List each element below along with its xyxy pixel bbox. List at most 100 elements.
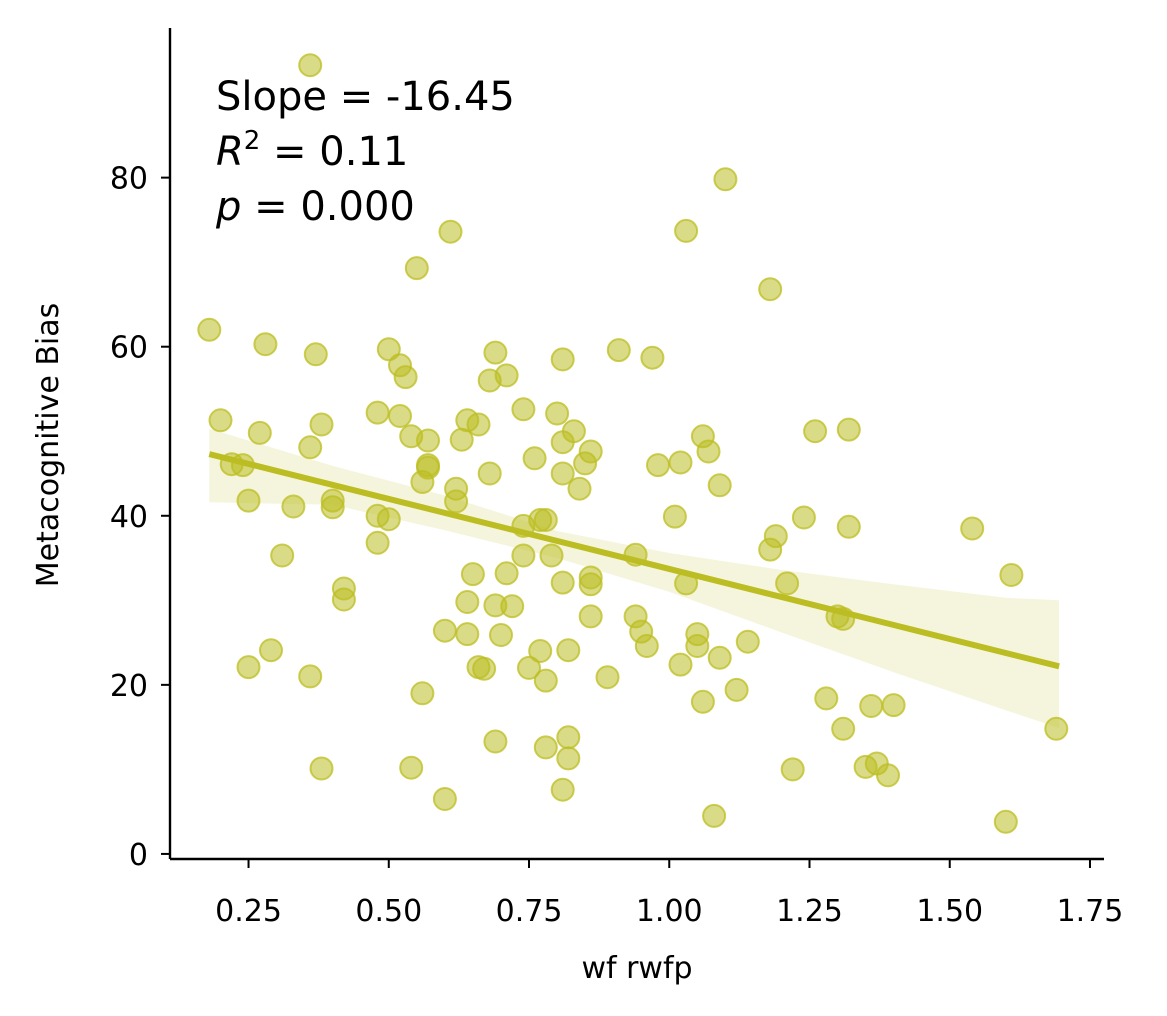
x-tick-label: 1.75	[1057, 894, 1124, 929]
data-point	[803, 419, 828, 444]
data-point	[696, 439, 721, 464]
data-point	[444, 489, 469, 514]
data-point	[494, 363, 519, 388]
data-point	[859, 694, 884, 718]
x-tick-label: 1.25	[776, 894, 843, 929]
data-point	[247, 420, 272, 445]
data-point	[500, 594, 525, 619]
data-point	[758, 277, 783, 302]
data-point	[634, 634, 659, 658]
data-point	[522, 446, 547, 471]
data-point	[528, 639, 553, 663]
x-tick-label: 0.50	[355, 894, 422, 929]
data-point	[259, 638, 283, 663]
data-point	[999, 563, 1024, 587]
data-point	[836, 417, 861, 442]
data-point	[780, 757, 805, 782]
data-point	[331, 587, 356, 612]
data-point	[567, 476, 592, 501]
data-point	[690, 689, 715, 714]
data-point	[685, 634, 710, 658]
data-point	[533, 735, 558, 760]
data-point	[399, 755, 424, 780]
regression-line-layer	[208, 451, 1060, 670]
data-point	[1044, 716, 1069, 741]
data-point	[455, 590, 480, 614]
data-point	[483, 729, 508, 754]
data-point	[511, 543, 536, 568]
data-point	[303, 342, 328, 367]
data-point	[236, 655, 261, 680]
data-point	[298, 664, 323, 689]
data-point	[831, 716, 856, 741]
y-tick-label: 20	[110, 669, 148, 704]
p-value-annotation: p = 0.000	[215, 184, 415, 230]
data-point	[416, 453, 440, 478]
data-point	[208, 408, 233, 433]
data-point	[298, 53, 323, 78]
data-point	[556, 725, 581, 750]
data-point	[460, 562, 485, 587]
data-point	[309, 756, 334, 781]
data-point	[662, 504, 687, 529]
data-point	[533, 668, 558, 693]
data-point	[270, 543, 295, 568]
data-point	[578, 604, 603, 629]
y-tick-label: 40	[110, 500, 148, 535]
regression-line	[208, 451, 1060, 670]
data-point	[533, 508, 558, 532]
data-point	[253, 332, 278, 357]
data-point	[707, 645, 732, 670]
data-point	[707, 473, 732, 498]
data-point	[550, 347, 575, 372]
data-point	[550, 570, 575, 595]
data-point	[713, 167, 738, 192]
x-tick-label: 1.00	[636, 894, 703, 929]
confidence-band	[209, 428, 1060, 728]
data-point	[477, 461, 502, 486]
data-point	[606, 338, 631, 363]
stats-annotation: Slope = -16.45 R2 = 0.11 p = 0.000	[215, 74, 515, 230]
data-point	[876, 763, 900, 788]
data-point	[545, 401, 570, 426]
data-point	[960, 516, 985, 541]
y-tick-label: 80	[110, 162, 148, 197]
y-ticks: 0 20 40 60 80	[110, 162, 170, 873]
data-point	[376, 337, 401, 362]
data-point	[578, 439, 603, 464]
data-point	[993, 809, 1018, 834]
data-point	[388, 404, 412, 428]
data-point	[814, 686, 839, 711]
data-point	[365, 400, 390, 425]
data-point	[455, 622, 480, 647]
data-point	[376, 507, 401, 532]
y-axis-label: Metacognitive Bias	[31, 303, 66, 588]
data-point	[646, 453, 670, 478]
data-point	[236, 488, 261, 513]
data-point	[416, 428, 440, 453]
data-point	[556, 638, 581, 663]
data-point	[674, 218, 699, 243]
data-point	[561, 419, 586, 444]
data-point	[702, 803, 727, 828]
data-point	[668, 450, 693, 475]
data-point	[556, 746, 581, 771]
data-point	[640, 345, 665, 370]
data-point	[735, 629, 760, 654]
y-tick-label: 0	[129, 838, 148, 873]
x-axis-label: wf rwfp	[581, 951, 692, 986]
data-point	[432, 618, 457, 643]
data-point	[668, 652, 693, 677]
data-point	[404, 256, 429, 281]
data-point	[393, 365, 418, 390]
r-squared-annotation: R2 = 0.11	[216, 126, 408, 175]
y-tick-label: 60	[110, 331, 148, 366]
data-point	[550, 461, 575, 486]
data-point	[550, 777, 575, 802]
data-point	[489, 623, 513, 647]
data-point	[763, 524, 788, 549]
data-point	[298, 435, 323, 460]
confidence-band-layer	[209, 428, 1060, 728]
data-point	[775, 571, 800, 596]
